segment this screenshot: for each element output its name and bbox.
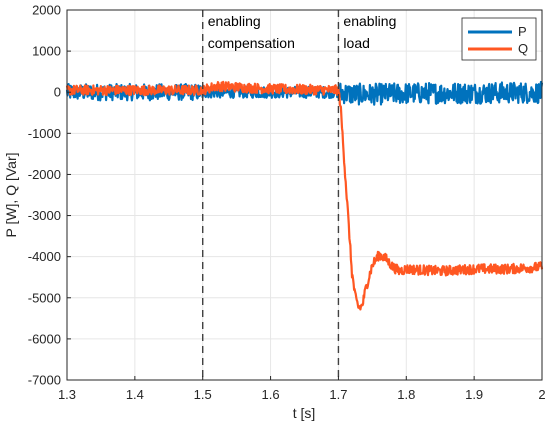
series-line-p xyxy=(65,80,544,106)
marker-label: compensation xyxy=(208,35,295,51)
x-tick-label: 2 xyxy=(538,387,545,402)
y-tick-label: -5000 xyxy=(28,290,61,305)
x-tick-label: 1.8 xyxy=(397,387,415,402)
y-tick-label: 2000 xyxy=(32,3,61,18)
x-tick-label: 1.4 xyxy=(126,387,144,402)
y-tick-label: 1000 xyxy=(32,44,61,59)
y-tick-label: -7000 xyxy=(28,373,61,388)
x-tick-label: 1.5 xyxy=(194,387,212,402)
y-tick-label: -6000 xyxy=(28,331,61,346)
y-tick-label: -2000 xyxy=(28,167,61,182)
plot-background xyxy=(67,10,542,380)
x-tick-label: 1.7 xyxy=(329,387,347,402)
marker-label: enabling xyxy=(343,13,396,29)
x-axis-label: t [s] xyxy=(293,405,316,421)
x-tick-label: 1.9 xyxy=(465,387,483,402)
marker-label: enabling xyxy=(208,13,261,29)
x-tick-label: 1.6 xyxy=(262,387,280,402)
x-tick-label: 1.3 xyxy=(58,387,76,402)
plot-area xyxy=(65,80,544,311)
legend-label-p: P xyxy=(518,24,527,39)
legend-box xyxy=(461,17,537,61)
y-tick-label: -3000 xyxy=(28,208,61,223)
ticks: 1.3 1.4 1.5 1.6 1.7 1.8 1.9 2 2000 1000 0 -1000 -200… xyxy=(28,3,546,403)
y-tick-label: -1000 xyxy=(28,126,61,141)
markers: enabling compensation enabling load xyxy=(202,10,396,380)
legend-label-q: Q xyxy=(518,41,528,56)
y-axis-label: P [W], Q [Var] xyxy=(3,152,19,237)
marker-label: load xyxy=(343,35,369,51)
plot-frame xyxy=(66,9,543,381)
y-tick-label: 0 xyxy=(54,85,61,100)
series-line-q xyxy=(65,80,544,311)
y-tick-label: -4000 xyxy=(28,249,61,264)
legend: P Q xyxy=(461,17,537,61)
